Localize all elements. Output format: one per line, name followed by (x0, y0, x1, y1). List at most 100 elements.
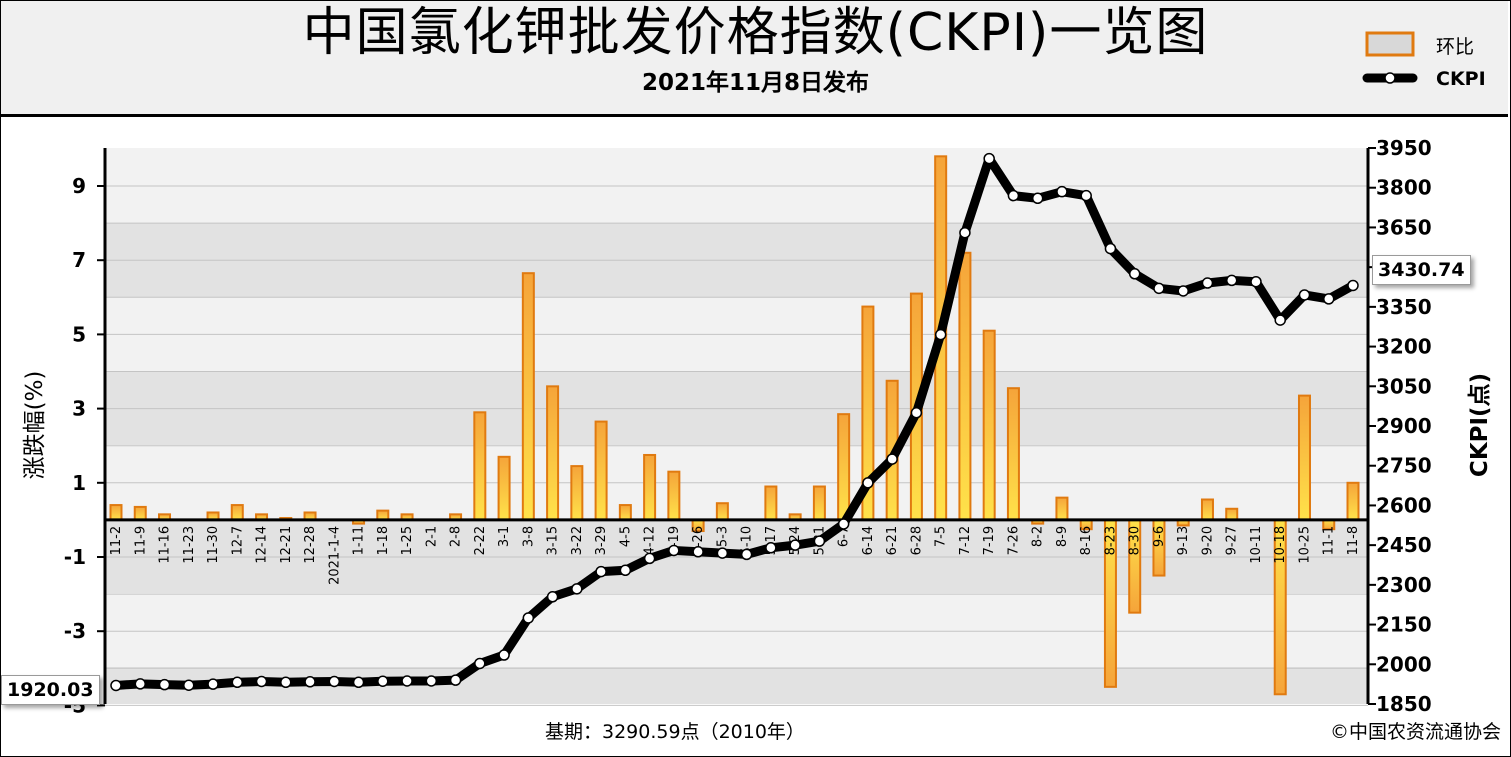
legend-bar-label: 环比 (1436, 36, 1474, 58)
ckpi-point (1225, 274, 1238, 287)
x-tick-label: 1-18 (376, 526, 391, 556)
ckpi-point (740, 548, 753, 561)
ckpi-point (1298, 289, 1311, 301)
x-tick-label: 9-6 (1152, 526, 1167, 547)
x-tick-label: 11-8 (1346, 526, 1361, 556)
x-tick-label: 6-21 (885, 526, 900, 556)
bar (958, 251, 972, 521)
x-tick-label: 11-23 (182, 526, 197, 564)
x-tick-label: 9-20 (1200, 526, 1215, 556)
x-tick-label: 10-25 (1297, 526, 1312, 564)
ckpi-point (886, 453, 898, 465)
x-tick-label: 4-12 (643, 526, 658, 556)
x-tick-label: 11-2 (109, 526, 124, 556)
x-tick-label: 12-7 (230, 526, 245, 556)
x-tick-label: 12-21 (279, 526, 294, 564)
bar (570, 465, 584, 521)
ckpi-point (1128, 268, 1141, 280)
right-tick-label: 3050 (1376, 374, 1432, 398)
ckpi-point (183, 679, 195, 691)
plot-background (105, 148, 1368, 704)
right-tick-label: 2600 (1376, 493, 1432, 517)
ckpi-point (1274, 314, 1286, 326)
x-tick-label: 8-30 (1128, 526, 1143, 556)
x-tick-label: 1-25 (400, 526, 415, 556)
base-period-note: 基期：3290.59点（2010年） (545, 721, 805, 743)
ckpi-point (571, 583, 583, 595)
bar (764, 485, 778, 521)
ckpi-point (765, 542, 777, 554)
ckpi-point (207, 678, 219, 690)
copyright-note: ©中国农资流通协会 (1329, 721, 1501, 743)
right-axis-title: CKPI(点) (1467, 373, 1493, 477)
plot-stripe (105, 445, 1368, 519)
right-y-axis: 3950380036503500335032003050290027502600… (1368, 136, 1432, 716)
left-tick-label: 7 (72, 248, 86, 272)
ckpi-point (983, 152, 995, 165)
x-tick-label: 3-29 (594, 526, 609, 556)
bar (715, 502, 729, 521)
ckpi-point (643, 552, 656, 565)
ckpi-point (425, 675, 438, 687)
ckpi-point (522, 612, 535, 624)
x-tick-label: 2-1 (424, 526, 439, 547)
ckpi-point (377, 675, 389, 687)
header-band (1, 1, 1508, 117)
x-tick-label: 10-18 (1273, 526, 1288, 564)
ckpi-point (862, 477, 874, 489)
x-tick-label: 12-28 (303, 526, 318, 564)
x-tick-label: 8-2 (1031, 526, 1046, 547)
left-tick-label: 9 (72, 174, 86, 198)
ckpi-point (1201, 277, 1214, 289)
ckpi-line-series (110, 152, 1359, 692)
x-tick-label: 2021-1-4 (327, 526, 342, 585)
ckpi-point (959, 226, 971, 239)
left-tick-label: 5 (72, 322, 86, 346)
right-tick-label: 2900 (1376, 414, 1432, 438)
bar (982, 329, 996, 521)
right-tick-label: 3800 (1376, 176, 1432, 200)
ckpi-point (1056, 185, 1068, 198)
ckpi-point (352, 676, 365, 689)
ckpi-point (1347, 279, 1359, 292)
bar (1225, 507, 1239, 521)
right-tick-label: 3350 (1376, 295, 1432, 319)
x-tick-label: 3-1 (497, 526, 512, 547)
x-tick-label: 4-5 (618, 526, 633, 547)
right-tick-label: 2000 (1376, 652, 1432, 676)
ckpi-point (813, 535, 826, 547)
ckpi-point (110, 679, 122, 692)
x-tick-label: 11-9 (133, 526, 148, 556)
ckpi-point (1250, 275, 1262, 288)
ckpi-point (328, 675, 341, 688)
bar (230, 504, 244, 521)
bar (643, 453, 657, 521)
ckpi-point (158, 678, 171, 691)
x-tick-label: 7-12 (958, 526, 973, 556)
ckpi-point (934, 328, 947, 341)
legend-line-label: CKPI (1436, 68, 1486, 90)
ckpi-point (546, 591, 559, 603)
bar (594, 420, 608, 521)
legend-line-marker (1384, 72, 1396, 84)
bar (618, 504, 632, 521)
x-tick-label: 5-3 (715, 526, 730, 547)
bar (812, 485, 826, 521)
x-tick-label: 6-28 (909, 526, 924, 556)
ckpi-point (1007, 189, 1020, 202)
right-tick-label: 1850 (1376, 692, 1432, 716)
ckpi-point (910, 407, 923, 419)
x-tick-label: 2-22 (473, 526, 488, 556)
x-tick-label: 8-23 (1103, 526, 1118, 556)
left-tick-label: 3 (72, 397, 86, 421)
chart-subtitle: 2021年11月8日发布 (641, 70, 870, 96)
bar (109, 504, 123, 521)
ckpi-point (255, 675, 268, 688)
chart-title: 中国氯化钾批发价格指数(CKPI)一览图 (302, 3, 1209, 63)
legend: 环比 CKPI (1362, 31, 1486, 90)
x-tick-label: 11-16 (158, 526, 173, 564)
right-tick-label: 3650 (1376, 215, 1432, 239)
bar (473, 411, 487, 521)
ckpi-point (595, 565, 607, 578)
